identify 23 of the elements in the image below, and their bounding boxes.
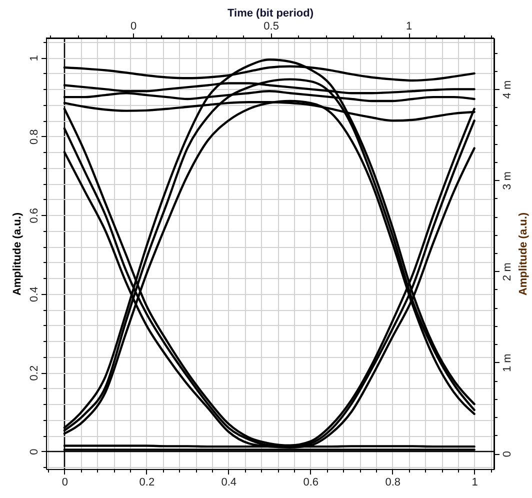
y2-tick-label: 4 m [502,80,514,99]
x2-tick-label: 0 [130,20,137,32]
x2-tick-label: 0.5 [264,20,279,32]
y-tick-label: 0.2 [28,365,40,381]
y2-tick-label: 1 m [502,354,514,372]
y2-tick-label: 0 [502,450,514,458]
x2-axis-title: Time (bit period) [228,8,314,20]
x-tick-label: 0.4 [221,476,237,488]
x-tick-label: 0 [62,476,68,488]
x-tick-label: 0.6 [303,476,319,488]
x-tick-label: 0.8 [385,476,400,488]
y-tick-label: 0.4 [28,286,40,302]
x2-tick-label: 1 [406,20,412,32]
y-tick-label: 1 [28,55,40,62]
y2-tick-label: 3 m [502,171,514,190]
y-tick-label: 0.8 [28,129,40,145]
y-axis-title: Amplitude (a.u.) [12,212,24,296]
y2-tick-label: 2 m [502,262,514,281]
y-tick-label: 0 [28,448,40,455]
x-tick-label: 1 [472,476,478,488]
x-tick-label: 0.2 [139,476,155,488]
y-tick-label: 0.6 [28,208,40,224]
y2-axis-title: Amplitude (a.u.) [518,212,530,296]
